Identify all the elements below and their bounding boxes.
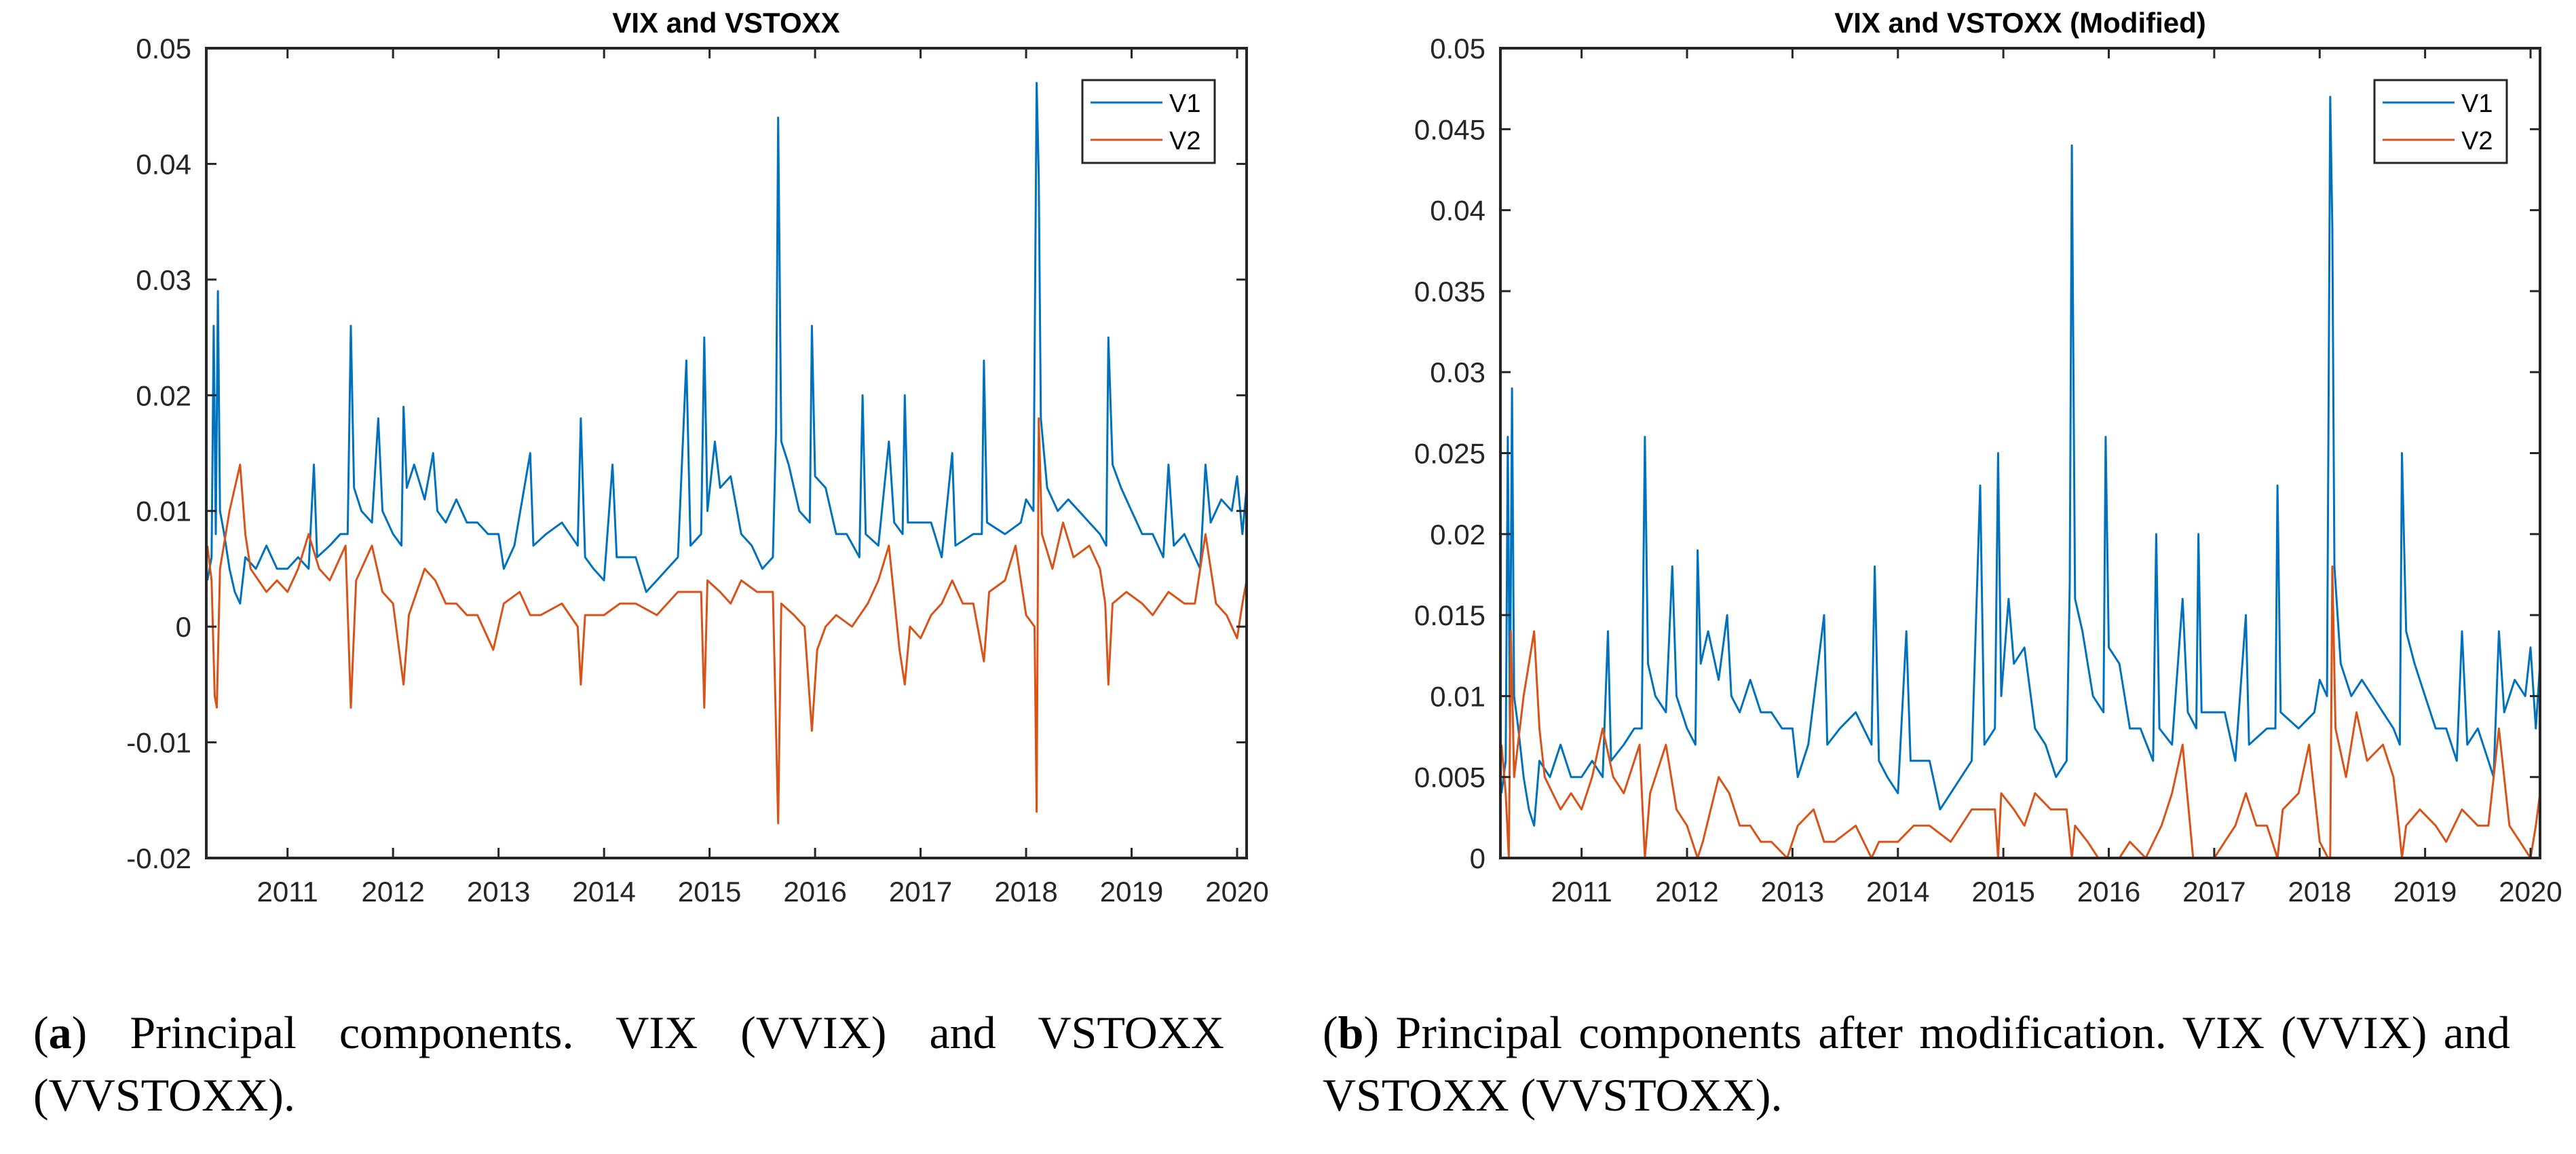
legend-box — [2373, 79, 2508, 164]
x-tick-label: 2012 — [1655, 876, 1718, 908]
y-tick-label: 0.04 — [1430, 195, 1485, 227]
legend-label-v1: V1 — [2461, 90, 2493, 118]
x-tick-label: 2018 — [994, 876, 1057, 908]
y-tick-label: 0.01 — [136, 496, 191, 527]
caption-a: (a) Principal components. VIX (VVIX) and… — [33, 1007, 1224, 1121]
caption-b: (b) Principal components after modificat… — [1323, 1007, 2510, 1121]
x-tick-label: 2019 — [1100, 876, 1163, 908]
x-tick-label: 2014 — [572, 876, 635, 908]
y-tick-label: 0.045 — [1414, 113, 1485, 145]
x-tick-label: 2013 — [467, 876, 530, 908]
x-tick-label: 2015 — [1971, 876, 2034, 908]
legend-label-v1: V1 — [1169, 90, 1200, 118]
y-tick-label: 0.05 — [136, 33, 191, 64]
legend-box — [1081, 79, 1216, 164]
series-line-v1 — [1500, 96, 2541, 827]
legend-label-v2: V2 — [1169, 127, 1200, 155]
x-tick-label: 2011 — [1551, 876, 1612, 908]
y-tick-label: 0.03 — [1430, 356, 1485, 388]
y-tick-label: 0.025 — [1414, 438, 1485, 470]
y-tick-label: 0.035 — [1414, 276, 1485, 308]
x-tick-label: 2012 — [361, 876, 424, 908]
x-tick-label: 2011 — [257, 876, 318, 908]
y-tick-label: 0.005 — [1414, 762, 1485, 794]
y-tick-label: -0.02 — [126, 842, 191, 874]
chart-b-title: VIX and VSTOXX (Modified) — [1834, 7, 2206, 39]
caption-a-text: Principal components. VIX (VVIX) and VST… — [33, 1007, 1224, 1121]
series-line-v1 — [206, 81, 1248, 605]
y-tick-label: 0.04 — [136, 148, 191, 180]
y-tick-label: 0.05 — [1430, 33, 1485, 64]
series-line-v2 — [1500, 565, 2541, 859]
x-tick-label: 2020 — [2499, 876, 2562, 908]
x-tick-label: 2016 — [2077, 876, 2140, 908]
legend-label-v2: V2 — [2461, 127, 2493, 155]
x-tick-label: 2019 — [2393, 876, 2457, 908]
y-tick-label: 0.03 — [136, 264, 191, 296]
caption-b-label: b — [1338, 1007, 1364, 1058]
y-tick-label: 0 — [1470, 842, 1485, 874]
x-tick-label: 2015 — [678, 876, 741, 908]
x-tick-label: 2018 — [2288, 876, 2351, 908]
y-tick-label: 0.01 — [1430, 680, 1485, 712]
caption-a-label: a — [48, 1007, 72, 1058]
y-tick-label: 0.02 — [1430, 519, 1485, 551]
x-tick-label: 2013 — [1761, 876, 1824, 908]
x-tick-label: 2020 — [1205, 876, 1268, 908]
y-tick-label: 0.02 — [136, 379, 191, 411]
axes-box — [205, 47, 1248, 859]
chart-b: VIX and VSTOXX (Modified) 2011 2012 2013 20… — [1414, 7, 2562, 908]
chart-a-title: VIX and VSTOXX — [612, 7, 839, 39]
x-tick-label: 2014 — [1866, 876, 1929, 908]
x-tick-label: 2017 — [2182, 876, 2246, 908]
caption-b-text: Principal components after modification.… — [1323, 1007, 2510, 1121]
y-tick-label: -0.01 — [126, 727, 191, 759]
series-line-v2 — [206, 417, 1248, 825]
chart-a: VIX and VSTOXX 2011 2012 2013 2014 2015 2016 2… — [126, 7, 1268, 908]
x-tick-label: 2017 — [889, 876, 952, 908]
axes-box — [1499, 47, 2541, 859]
y-tick-label: 0 — [176, 611, 191, 643]
x-tick-label: 2016 — [783, 876, 846, 908]
y-tick-label: 0.015 — [1414, 599, 1485, 631]
